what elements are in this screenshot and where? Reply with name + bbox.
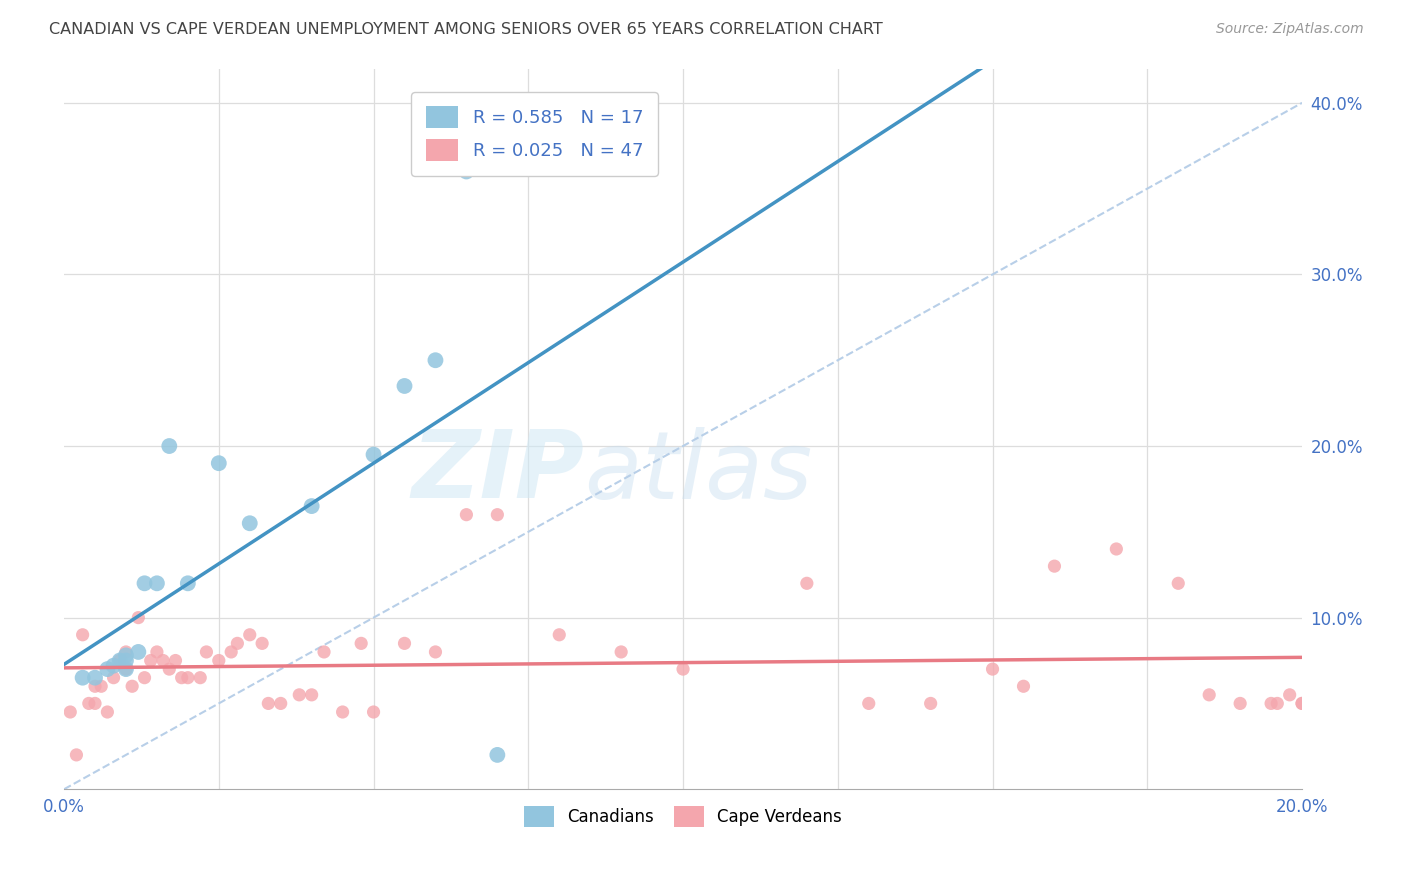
Point	[134, 576, 156, 591]
Point	[208, 653, 231, 667]
Point	[1291, 697, 1313, 711]
Point	[250, 636, 273, 650]
Point	[90, 679, 112, 693]
Point	[84, 671, 107, 685]
Point	[920, 697, 942, 711]
Point	[146, 645, 169, 659]
Point	[239, 516, 262, 531]
Point	[1278, 688, 1301, 702]
Point	[257, 697, 280, 711]
Point	[170, 671, 193, 685]
Point	[84, 679, 107, 693]
Point	[208, 456, 231, 470]
Point	[363, 448, 385, 462]
Point	[394, 636, 416, 650]
Point	[139, 653, 162, 667]
Point	[108, 653, 131, 667]
Point	[72, 671, 94, 685]
Point	[425, 645, 447, 659]
Legend: Canadians, Cape Verdeans: Canadians, Cape Verdeans	[516, 798, 851, 835]
Point	[152, 653, 174, 667]
Point	[103, 671, 125, 685]
Point	[1229, 697, 1251, 711]
Point	[456, 164, 478, 178]
Point	[115, 662, 138, 676]
Point	[548, 628, 571, 642]
Point	[103, 658, 125, 673]
Point	[226, 636, 249, 650]
Point	[157, 662, 180, 676]
Point	[96, 705, 118, 719]
Point	[270, 697, 292, 711]
Point	[1012, 679, 1035, 693]
Point	[108, 653, 131, 667]
Point	[1198, 688, 1220, 702]
Point	[288, 688, 311, 702]
Point	[127, 645, 149, 659]
Point	[115, 653, 138, 667]
Point	[610, 645, 633, 659]
Point	[312, 645, 335, 659]
Point	[239, 628, 262, 642]
Point	[1291, 697, 1313, 711]
Point	[84, 697, 107, 711]
Point	[127, 610, 149, 624]
Point	[796, 576, 818, 591]
Text: ZIP: ZIP	[411, 426, 583, 518]
Point	[77, 697, 100, 711]
Point	[1260, 697, 1282, 711]
Text: CANADIAN VS CAPE VERDEAN UNEMPLOYMENT AMONG SENIORS OVER 65 YEARS CORRELATION CH: CANADIAN VS CAPE VERDEAN UNEMPLOYMENT AM…	[49, 22, 883, 37]
Point	[177, 576, 200, 591]
Point	[350, 636, 373, 650]
Point	[363, 705, 385, 719]
Point	[177, 671, 200, 685]
Point	[195, 645, 218, 659]
Point	[157, 439, 180, 453]
Point	[1043, 559, 1066, 574]
Point	[456, 508, 478, 522]
Point	[486, 508, 509, 522]
Point	[146, 576, 169, 591]
Point	[134, 671, 156, 685]
Point	[858, 697, 880, 711]
Point	[96, 662, 118, 676]
Point	[72, 628, 94, 642]
Point	[301, 499, 323, 513]
Point	[219, 645, 242, 659]
Point	[1265, 697, 1288, 711]
Point	[59, 705, 82, 719]
Point	[115, 662, 138, 676]
Point	[394, 379, 416, 393]
Point	[1167, 576, 1189, 591]
Point	[188, 671, 211, 685]
Point	[672, 662, 695, 676]
Point	[425, 353, 447, 368]
Point	[65, 747, 87, 762]
Point	[332, 705, 354, 719]
Point	[981, 662, 1004, 676]
Point	[1105, 541, 1128, 556]
Text: Source: ZipAtlas.com: Source: ZipAtlas.com	[1216, 22, 1364, 37]
Point	[115, 648, 138, 663]
Point	[121, 679, 143, 693]
Text: atlas: atlas	[583, 426, 813, 517]
Point	[115, 645, 138, 659]
Point	[486, 747, 509, 762]
Point	[165, 653, 187, 667]
Point	[301, 688, 323, 702]
